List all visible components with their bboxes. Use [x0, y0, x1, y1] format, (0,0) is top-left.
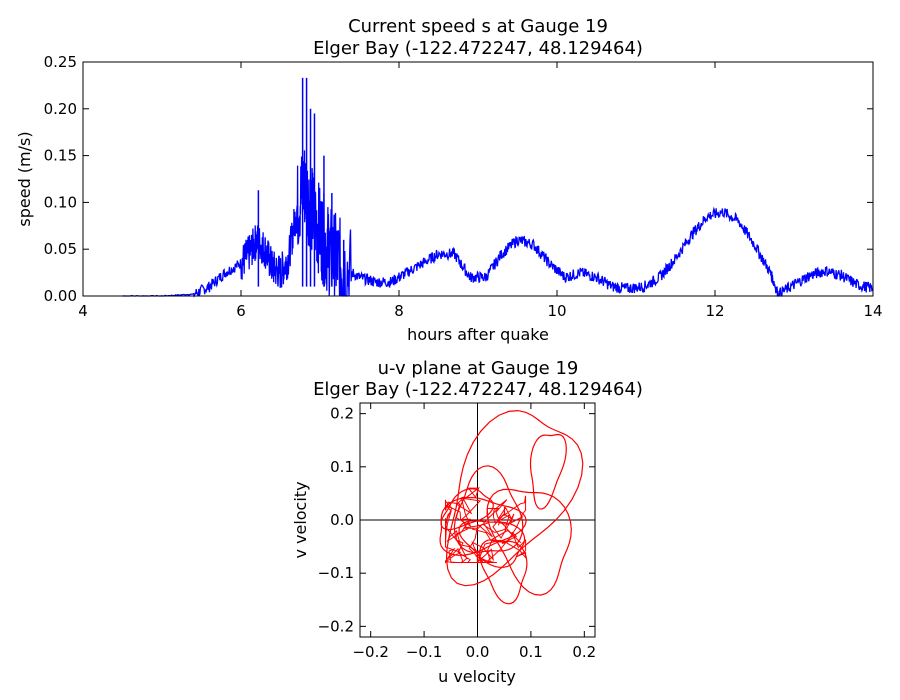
- speed-chart: Current speed s at Gauge 19 Elger Bay (-…: [15, 16, 883, 344]
- uv-loop-1: [486, 488, 572, 596]
- uv-xtick-label-1: −0.1: [406, 643, 442, 661]
- speed-xtick-label-3: 10: [547, 302, 566, 320]
- speed-y-axis-label: speed (m/s): [15, 131, 34, 226]
- speed-x-axis-label: hours after quake: [407, 325, 549, 344]
- uv-ytick-label-2: 0.0: [330, 511, 354, 529]
- uv-y-axis-label: v velocity: [291, 481, 310, 558]
- uv-loop-6: [529, 433, 567, 510]
- speed-y-axis: 0.00 0.05 0.10 0.15 0.20 0.25: [44, 53, 873, 305]
- speed-ytick-label-3: 0.15: [44, 147, 77, 165]
- uv-x-axis: −0.2 −0.1 0.0 0.1 0.2: [352, 403, 596, 661]
- speed-ytick-label-4: 0.20: [44, 100, 77, 118]
- uv-x-axis-label: u velocity: [438, 667, 516, 686]
- speed-xtick-label-5: 14: [863, 302, 882, 320]
- uv-ytick-label-3: 0.1: [330, 458, 354, 476]
- speed-ytick-label-1: 0.05: [44, 240, 77, 258]
- uv-chart: u-v plane at Gauge 19 Elger Bay (-122.47…: [291, 358, 643, 686]
- speed-chart-title-line1: Current speed s at Gauge 19: [348, 16, 608, 37]
- uv-chart-title-line2: Elger Bay (-122.472247, 48.129464): [313, 379, 643, 400]
- speed-ytick-label-5: 0.25: [44, 53, 77, 71]
- speed-xtick-label-0: 4: [78, 302, 88, 320]
- uv-xtick-label-3: 0.1: [519, 643, 543, 661]
- uv-ytick-label-4: 0.2: [330, 405, 354, 423]
- speed-xtick-label-2: 8: [394, 302, 404, 320]
- uv-trajectory-core: [444, 486, 527, 564]
- uv-xtick-label-2: 0.0: [466, 643, 490, 661]
- speed-xtick-label-4: 12: [705, 302, 724, 320]
- uv-ytick-label-1: −0.1: [318, 564, 354, 582]
- speed-x-axis: 4 6 8 10 12 14: [78, 62, 883, 320]
- uv-loop-0: [445, 409, 584, 587]
- speed-plot-area: [122, 77, 874, 298]
- uv-xtick-label-0: −0.2: [352, 643, 388, 661]
- speed-xtick-label-1: 6: [236, 302, 246, 320]
- uv-plot-area: [360, 403, 595, 637]
- uv-chart-title-line1: u-v plane at Gauge 19: [378, 358, 579, 379]
- uv-loop-5: [458, 520, 526, 568]
- uv-xtick-label-4: 0.2: [572, 643, 596, 661]
- speed-chart-title-line2: Elger Bay (-122.472247, 48.129464): [313, 38, 643, 59]
- speed-plot-frame: [82, 61, 874, 297]
- uv-y-axis: −0.2 −0.1 0.0 0.1 0.2: [318, 405, 595, 635]
- speed-series-line: [122, 150, 874, 298]
- uv-ytick-label-0: −0.2: [318, 617, 354, 635]
- speed-ytick-label-2: 0.10: [44, 193, 77, 211]
- speed-ytick-label-0: 0.00: [44, 287, 77, 305]
